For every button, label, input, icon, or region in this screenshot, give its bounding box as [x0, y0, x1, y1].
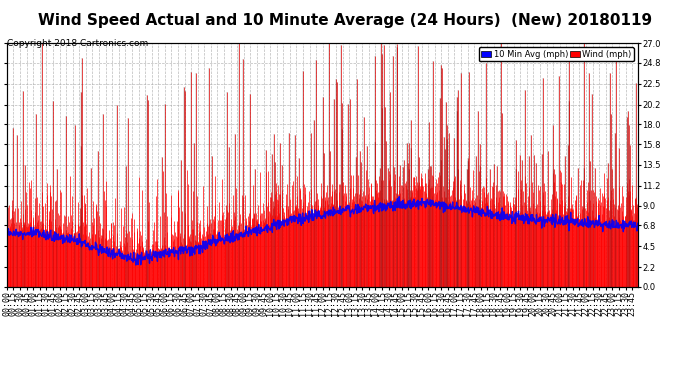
- Text: Copyright 2018 Cartronics.com: Copyright 2018 Cartronics.com: [7, 39, 148, 48]
- Legend: 10 Min Avg (mph), Wind (mph): 10 Min Avg (mph), Wind (mph): [479, 47, 634, 61]
- Text: Wind Speed Actual and 10 Minute Average (24 Hours)  (New) 20180119: Wind Speed Actual and 10 Minute Average …: [38, 13, 652, 28]
